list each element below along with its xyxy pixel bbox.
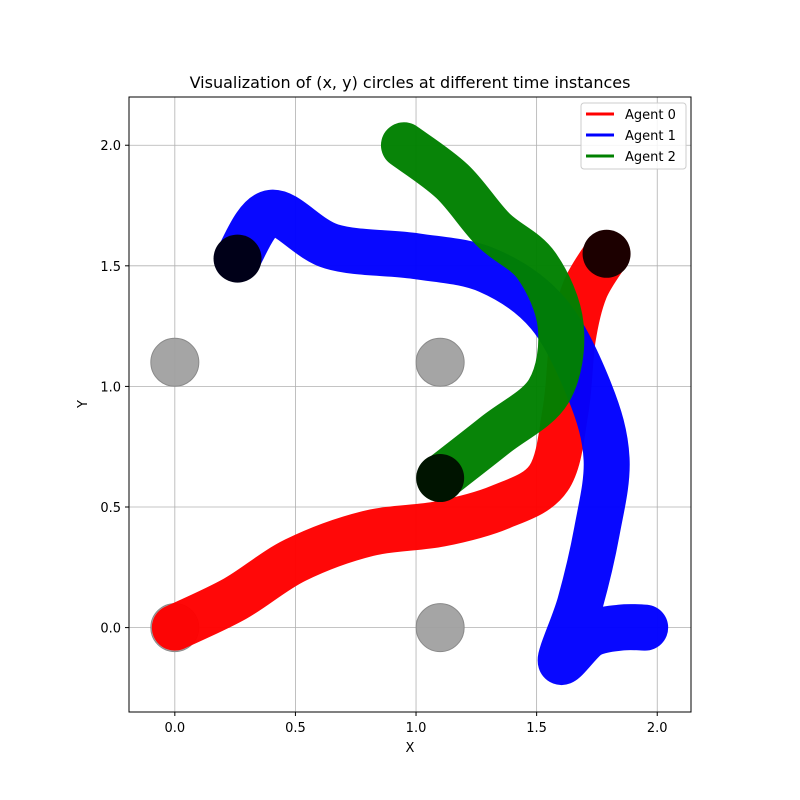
legend: Agent 0 Agent 1 Agent 2 xyxy=(580,102,687,170)
y-tick-label: 1.5 xyxy=(100,260,121,275)
legend-label-agent-2: Agent 2 xyxy=(625,150,676,165)
x-tick-label: 1.5 xyxy=(526,721,547,736)
chart-title: Visualization of (x, y) circles at diffe… xyxy=(190,73,631,92)
y-axis-label: Y xyxy=(76,400,91,409)
obstacle-circle xyxy=(415,337,465,387)
x-tick-label: 0.0 xyxy=(164,721,185,736)
series-line-agent-2 xyxy=(380,122,585,502)
x-tick-label: 2.0 xyxy=(647,721,668,736)
y-tick-label: 1.0 xyxy=(100,380,121,395)
legend-label-agent-0: Agent 0 xyxy=(625,108,676,123)
y-tick-label: 0.0 xyxy=(100,622,121,637)
x-tick-label: 1.0 xyxy=(406,721,427,736)
series-group xyxy=(151,122,669,685)
end-markers xyxy=(213,229,631,503)
legend-label-agent-1: Agent 1 xyxy=(625,129,676,144)
y-tick-label: 2.0 xyxy=(100,139,121,154)
axis-ticks: 0.0 0.5 1.0 1.5 2.0 0.0 0.5 1.0 1.5 2.0 xyxy=(100,139,667,736)
obstacle-circle xyxy=(415,603,465,653)
legend-box xyxy=(580,102,687,170)
end-marker-0 xyxy=(582,229,631,278)
obstacle-circle xyxy=(150,337,200,387)
y-tick-label: 0.5 xyxy=(100,501,121,516)
plot-frame xyxy=(128,96,692,713)
x-tick-label: 0.5 xyxy=(285,721,306,736)
series-line-agent-1 xyxy=(214,189,669,685)
x-axis-label: X xyxy=(406,741,415,756)
end-marker-2 xyxy=(416,454,465,503)
end-marker-1 xyxy=(213,234,262,283)
